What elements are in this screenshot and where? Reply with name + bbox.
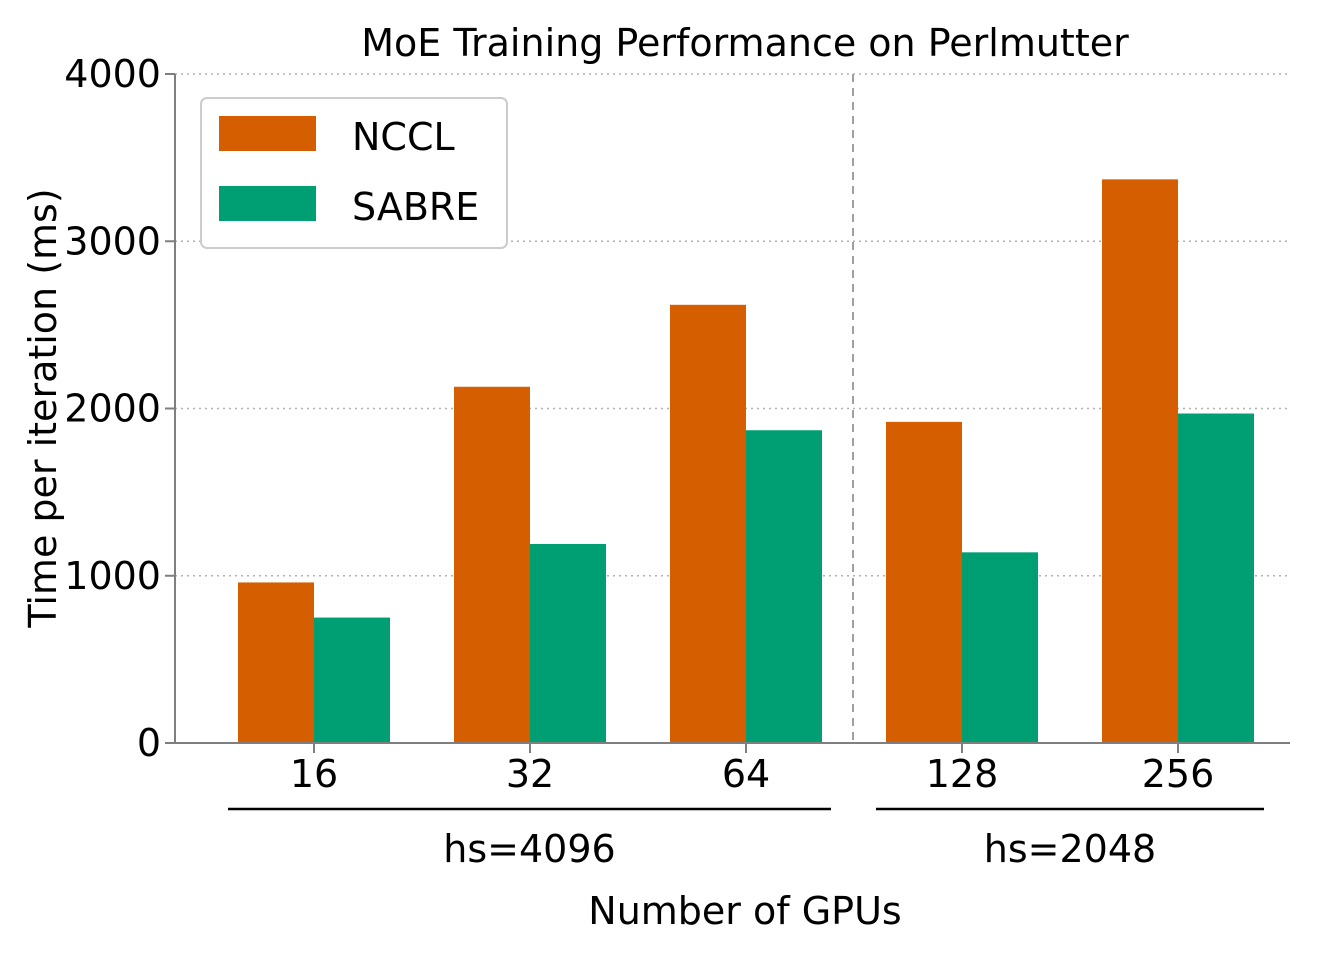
y-tick-label-2000: 2000 bbox=[64, 387, 161, 431]
y-tick-label-3000: 3000 bbox=[64, 219, 161, 263]
legend-label-sabre: SABRE bbox=[352, 185, 479, 229]
group-labels: hs=4096 hs=2048 bbox=[228, 807, 1264, 871]
y-axis-label: Time per iteration (ms) bbox=[21, 188, 65, 628]
bar-nccl-256 bbox=[1102, 179, 1178, 743]
y-axis-ticks: 0 1000 2000 3000 4000 bbox=[64, 52, 175, 765]
x-tick-label-64: 64 bbox=[722, 752, 770, 796]
bar-sabre-32 bbox=[530, 543, 606, 743]
x-tick-label-16: 16 bbox=[290, 752, 338, 796]
x-tick-label-32: 32 bbox=[506, 752, 554, 796]
legend: NCCL SABRE bbox=[200, 97, 508, 249]
x-tick-label-256: 256 bbox=[1142, 752, 1215, 796]
y-tick-label-0: 0 bbox=[137, 721, 161, 765]
bar-nccl-64 bbox=[670, 304, 746, 743]
bar-sabre-16 bbox=[314, 617, 390, 743]
legend-swatch-nccl bbox=[219, 116, 316, 151]
bar-nccl-16 bbox=[238, 582, 314, 743]
bars bbox=[238, 179, 1254, 743]
x-axis-label: Number of GPUs bbox=[588, 889, 901, 933]
bar-sabre-64 bbox=[746, 430, 822, 743]
bar-nccl-128 bbox=[886, 421, 962, 743]
x-tick-label-128: 128 bbox=[926, 752, 999, 796]
group-label-1: hs=2048 bbox=[984, 827, 1156, 871]
group-label-0: hs=4096 bbox=[443, 827, 615, 871]
bar-nccl-32 bbox=[454, 386, 530, 743]
chart-title: MoE Training Performance on Perlmutter bbox=[361, 21, 1129, 65]
y-tick-label-1000: 1000 bbox=[64, 554, 161, 598]
legend-label-nccl: NCCL bbox=[352, 115, 455, 159]
bar-sabre-256 bbox=[1178, 413, 1254, 743]
y-tick-label-4000: 4000 bbox=[64, 52, 161, 96]
legend-swatch-sabre bbox=[219, 186, 316, 221]
bar-sabre-128 bbox=[962, 552, 1038, 743]
x-axis-ticks: 16 32 64 128 256 bbox=[290, 743, 1214, 796]
